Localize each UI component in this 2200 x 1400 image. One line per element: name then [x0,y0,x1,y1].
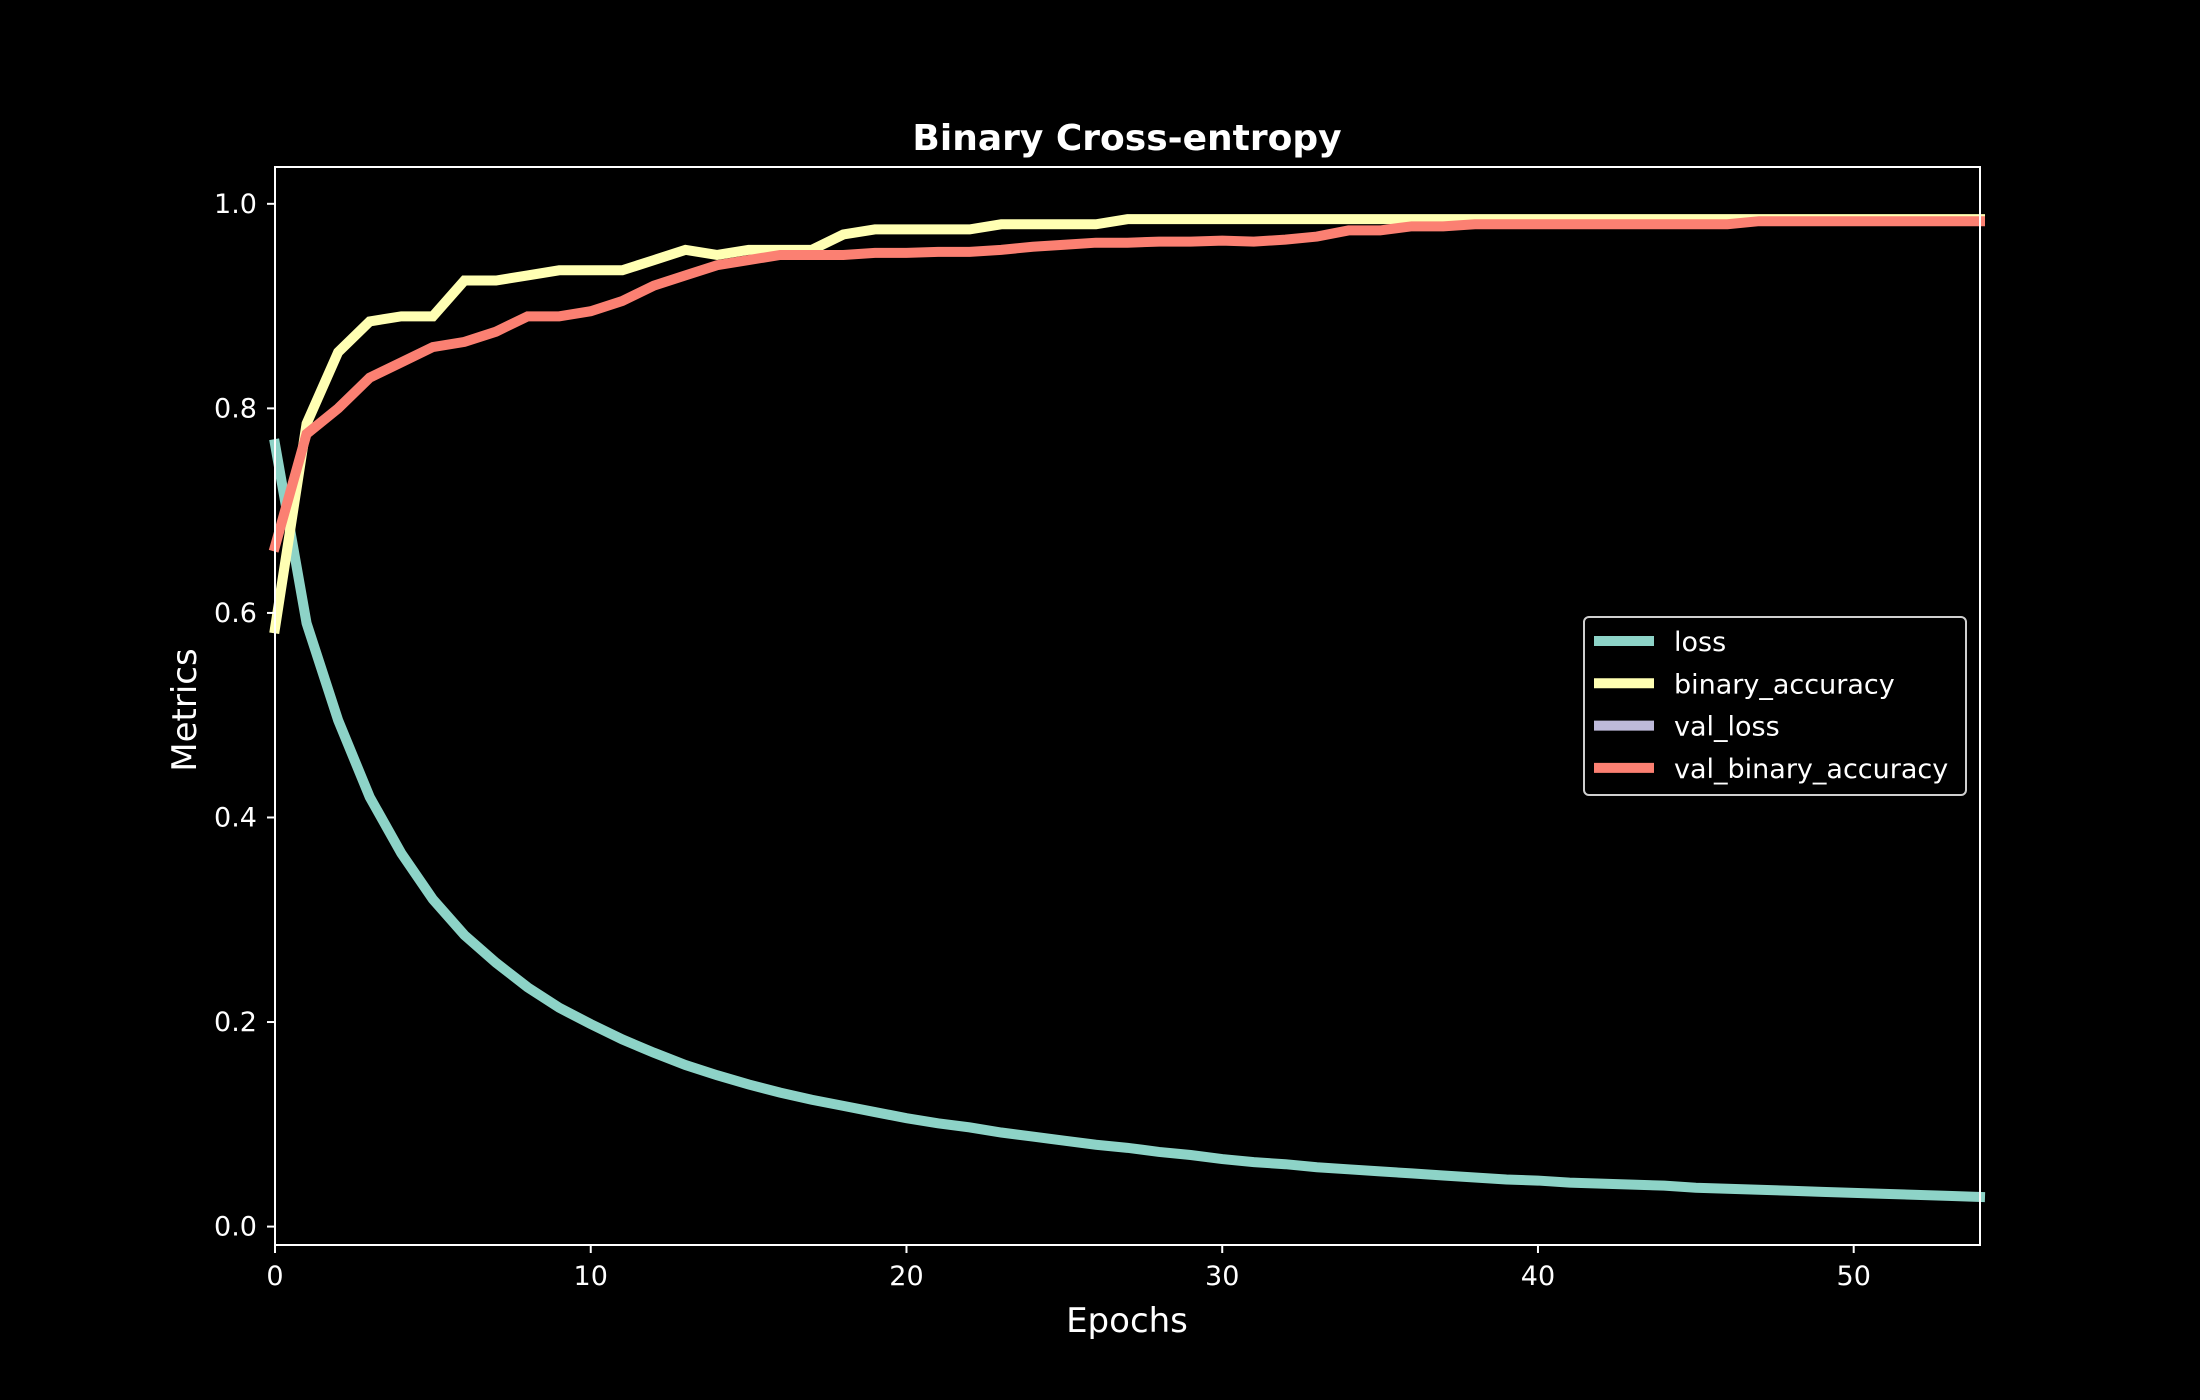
series-line-val-binary-accuracy [268,216,1985,553]
series-line-binary-accuracy [269,214,1985,634]
y-tick-label: 0.4 [214,802,257,833]
y-tick-label: 0.6 [214,598,257,629]
legend-entries: loss binary_accuracy val_loss val_binary_ac… [1594,627,1948,785]
y-axis-ticks: 0.0 0.2 0.4 0.6 0.8 1.0 [214,189,275,1243]
y-axis-label: Metrics [165,648,205,771]
legend-label-loss: loss [1674,627,1726,658]
legend-label-val-loss: val_loss [1674,712,1780,743]
legend: loss binary_accuracy val_loss val_binary_ac… [1583,616,1967,796]
chart-title: Binary Cross-entropy [912,118,1341,159]
series-lines [268,214,1986,1203]
x-tick-label: 20 [889,1261,923,1292]
y-tick-label: 0.8 [214,393,257,424]
y-tick-label: 1.0 [214,189,257,220]
y-tick-label: 0.2 [214,1007,257,1038]
axes-frame [274,166,1981,1246]
y-tick-label: 0.0 [214,1212,257,1243]
x-tick-label: 0 [266,1261,283,1292]
x-tick-label: 40 [1521,1261,1555,1292]
x-tick-label: 50 [1837,1261,1871,1292]
legend-frame [1583,616,1967,796]
x-axis-label: Epochs [1066,1301,1188,1341]
x-tick-label: 30 [1205,1261,1239,1292]
series-line-loss [269,438,1986,1203]
x-tick-label: 10 [574,1261,608,1292]
legend-label-binary-accuracy: binary_accuracy [1674,669,1895,700]
legend-label-val-binary-accuracy: val_binary_accuracy [1674,754,1948,785]
x-axis-ticks: 0 10 20 30 40 50 [266,1245,1871,1292]
